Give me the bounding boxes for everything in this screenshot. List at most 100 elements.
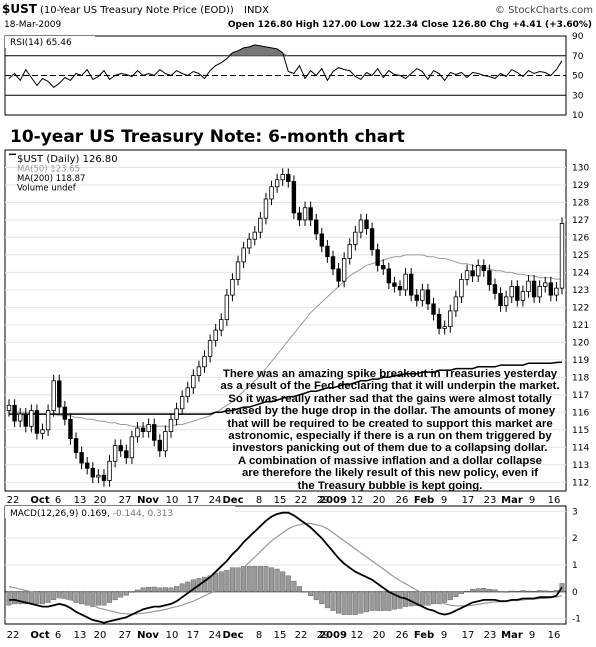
candle xyxy=(291,175,297,220)
candle xyxy=(40,423,45,440)
x-axis-label: 8 xyxy=(256,495,262,506)
candle-body xyxy=(12,404,17,422)
macd-histogram-bar xyxy=(213,572,219,593)
candle xyxy=(68,413,73,445)
x-axis-label: 20 xyxy=(373,495,386,506)
candle xyxy=(526,275,531,298)
candle-body xyxy=(353,231,358,245)
macd-histogram-bar xyxy=(51,591,57,601)
price-tick-label: 119 xyxy=(572,356,589,366)
candle-body xyxy=(414,294,419,301)
macd-histogram-bar xyxy=(341,591,347,615)
candle-body xyxy=(174,408,179,420)
candle-body xyxy=(531,280,537,298)
price-tick-label: 125 xyxy=(572,251,589,261)
price-tick-label: 130 xyxy=(572,163,589,173)
macd-histogram-bar xyxy=(509,590,515,593)
x-axis-label: 20 xyxy=(94,630,107,641)
candle-body xyxy=(375,249,380,266)
price-tick-label: 118 xyxy=(572,373,589,383)
candle-body xyxy=(219,319,224,331)
candle xyxy=(509,280,514,304)
macd-histogram-bar xyxy=(269,567,275,593)
macd-histogram-bar xyxy=(207,575,213,593)
macd-histogram-bar xyxy=(235,567,241,593)
macd-histogram-bar xyxy=(447,591,453,601)
candle-body xyxy=(319,233,325,247)
candle-body xyxy=(280,174,285,181)
macd-histogram-bar xyxy=(369,591,375,611)
macd-histogram-bar xyxy=(302,591,308,593)
macd-histogram-bar xyxy=(263,566,269,593)
macd-histogram-bar xyxy=(486,588,492,593)
macd-histogram-bar xyxy=(185,581,191,593)
x-axis-label: 29 xyxy=(317,630,330,641)
macd-histogram-bar xyxy=(252,566,258,593)
macd-histogram-bar xyxy=(453,591,459,597)
description: (10-Year US Treasury Note Price (EOD)) xyxy=(40,5,234,16)
macd-histogram-bar xyxy=(436,591,442,605)
candle xyxy=(308,201,313,227)
candle xyxy=(6,399,12,417)
candle xyxy=(453,290,459,318)
candle xyxy=(191,369,196,394)
macd-histogram-bar xyxy=(17,591,23,605)
candle-body xyxy=(146,424,151,432)
candle-body xyxy=(336,268,341,282)
candle xyxy=(448,304,453,333)
macd-histogram-bar xyxy=(542,590,548,593)
annotation-line: astronomic, especially if there is a run… xyxy=(228,430,552,443)
candle xyxy=(124,444,129,464)
candle xyxy=(152,418,157,447)
candle-body xyxy=(297,212,302,221)
candle xyxy=(146,418,151,438)
candle-body xyxy=(263,198,269,219)
candle-body xyxy=(286,174,291,182)
macd-tick-label: 1 xyxy=(572,561,578,571)
candle xyxy=(207,334,213,363)
price-tick-label: 115 xyxy=(572,426,589,436)
x-axis-label: 29 xyxy=(317,495,330,506)
candle xyxy=(213,323,218,347)
annotation-line: investors panicking out of them due to a… xyxy=(232,442,548,455)
macd-histogram-bar xyxy=(380,591,386,611)
candle-body xyxy=(79,452,84,464)
price-panel: 130 129 128 127 126 125 124 123 122 121 120 119 118 1… xyxy=(4,127,589,492)
candle-body xyxy=(509,285,514,298)
candle xyxy=(425,283,431,311)
x-axis-label: Feb xyxy=(414,495,434,506)
candle-body xyxy=(325,245,330,258)
x-axis-label: 17 xyxy=(187,495,200,506)
candle-body xyxy=(129,436,135,459)
candle-body xyxy=(498,292,503,307)
x-axis-label: 9 xyxy=(529,630,535,641)
candle xyxy=(369,222,375,256)
x-axis-label: Dec xyxy=(222,495,243,506)
macd-histogram-bar xyxy=(45,591,51,603)
macd-histogram-bar xyxy=(475,588,481,593)
candle-body xyxy=(559,223,565,289)
x-axis-label: 10 xyxy=(166,495,179,506)
candle xyxy=(196,360,202,382)
candle-body xyxy=(196,366,202,376)
candle-body xyxy=(453,296,459,312)
macd-histogram-bar xyxy=(140,587,146,593)
candle xyxy=(157,434,163,457)
macd-histogram-bar xyxy=(531,591,537,593)
candle xyxy=(397,280,403,297)
candle-body xyxy=(246,238,252,249)
macd-histogram-bar xyxy=(190,579,196,593)
macd-histogram-bar xyxy=(202,576,208,593)
candle xyxy=(118,439,123,457)
x-axis-label: 22 xyxy=(7,630,20,641)
candle xyxy=(241,241,246,269)
candle-body xyxy=(179,396,185,410)
price-frame xyxy=(4,149,567,492)
macd-histogram-bar xyxy=(358,591,364,614)
candle-body xyxy=(537,285,542,298)
macd-histogram-bar xyxy=(498,591,504,593)
macd-histogram-bar xyxy=(386,591,392,611)
candle-body xyxy=(330,256,336,270)
candle-body xyxy=(459,279,464,298)
